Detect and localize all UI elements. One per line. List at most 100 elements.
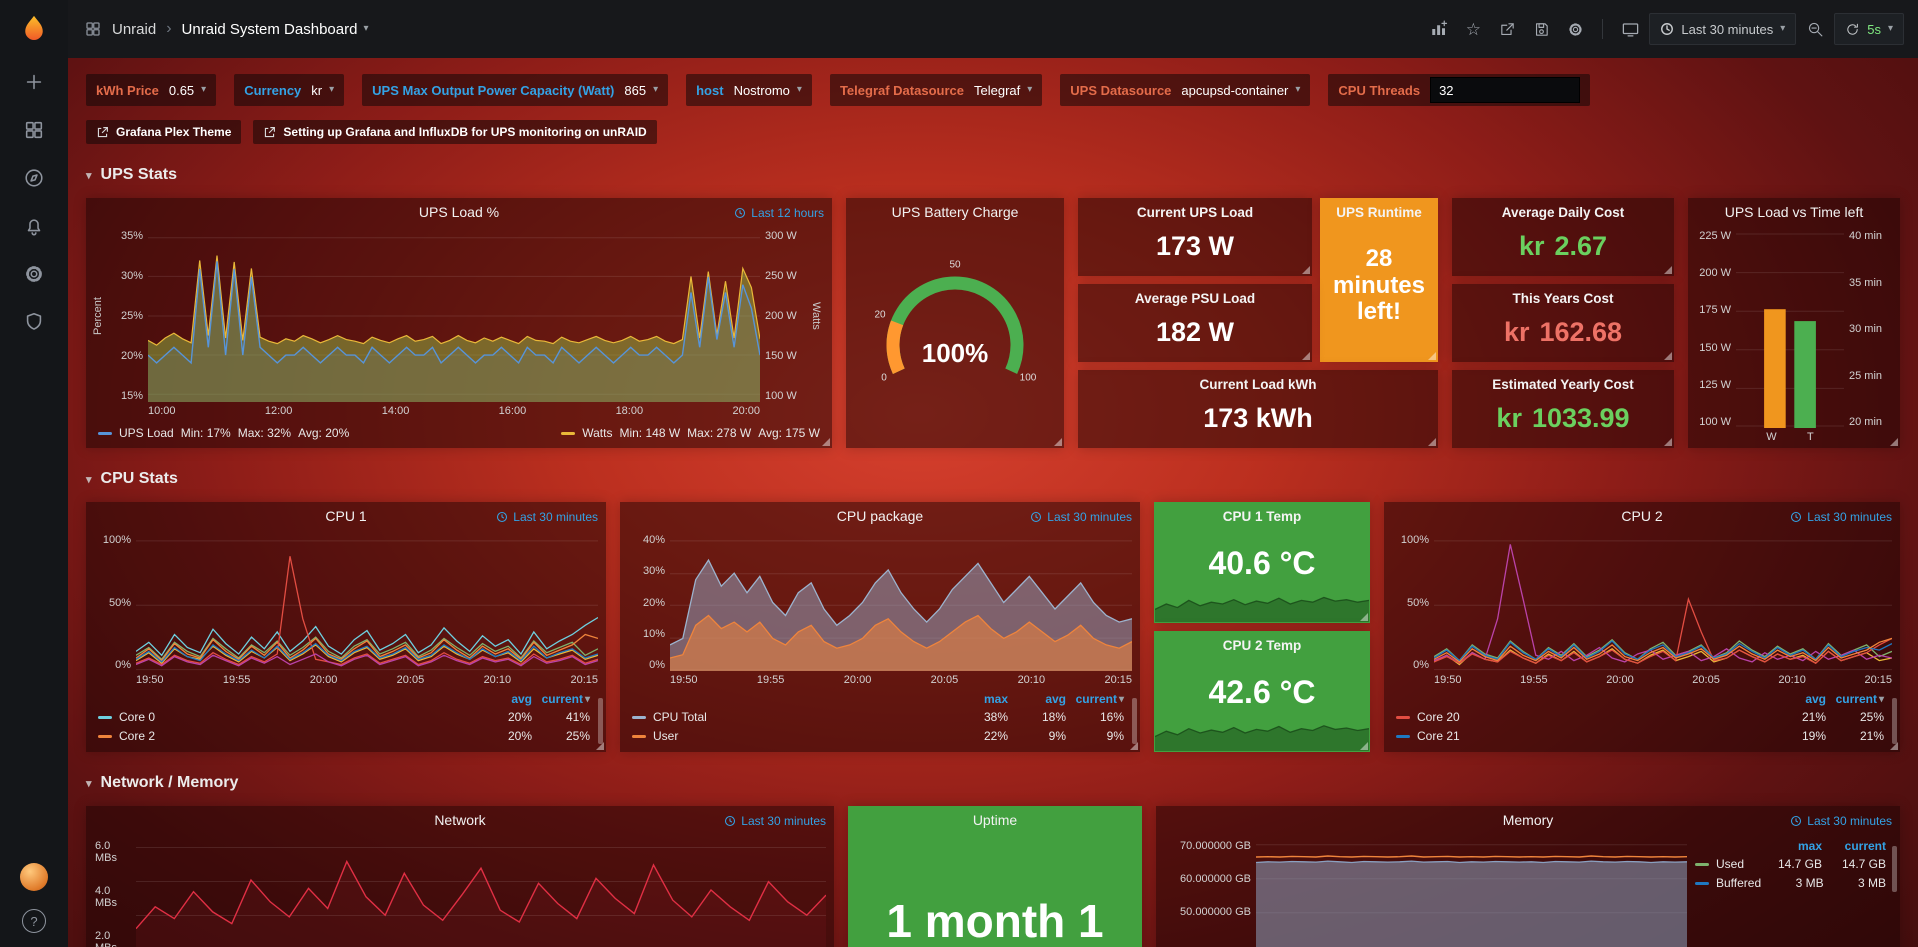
variable-value-dropdown[interactable]: Nostromo ▾ — [734, 83, 802, 98]
section-header-ups-stats[interactable]: ▾ UPS Stats — [86, 166, 1900, 184]
panel-title[interactable]: UPS Runtime — [1336, 205, 1422, 220]
legend-series-toggle[interactable]: User — [632, 727, 950, 746]
panel-header[interactable]: Memory Last 30 minutes — [1156, 806, 1900, 834]
cpu2-plot[interactable] — [1434, 534, 1892, 671]
panel-resize-handle[interactable] — [1302, 352, 1310, 360]
legend-series-toggle[interactable]: Buffered — [1695, 874, 1761, 893]
legend-column-header[interactable]: current — [1844, 839, 1886, 853]
legend-column-header[interactable]: avg — [511, 692, 532, 706]
panel-header[interactable]: CPU 2 Last 30 minutes — [1384, 502, 1900, 530]
panel-resize-handle[interactable] — [1664, 438, 1672, 446]
legend-column-header[interactable]: current ▾ — [1075, 692, 1124, 706]
legend-column-header[interactable]: avg — [1805, 692, 1826, 706]
panel-resize-handle[interactable] — [596, 742, 604, 750]
legend-scrollbar[interactable] — [598, 698, 603, 744]
legend-column-header[interactable]: avg — [1045, 692, 1066, 706]
refresh-picker[interactable]: 5s ▾ — [1834, 13, 1904, 45]
share-dashboard-button[interactable] — [1492, 13, 1522, 45]
save-dashboard-button[interactable] — [1526, 13, 1556, 45]
panel-resize-handle[interactable] — [1360, 613, 1368, 621]
variable-value-dropdown[interactable]: 865 ▾ — [624, 83, 658, 98]
panel-title[interactable]: Average Daily Cost — [1501, 205, 1625, 220]
legend-item-watts[interactable]: Watts Min: 148 W Max: 278 W Avg: 175 W — [561, 426, 820, 440]
legend-scrollbar[interactable] — [1892, 846, 1897, 892]
panel-resize-handle[interactable] — [1054, 438, 1062, 446]
legend-scrollbar[interactable] — [1132, 698, 1137, 744]
panel-header[interactable]: CPU package Last 30 minutes — [620, 502, 1140, 530]
panel-header[interactable]: Network Last 30 minutes — [86, 806, 834, 834]
zoom-out-button[interactable] — [1800, 13, 1830, 45]
cpu1-plot[interactable] — [136, 534, 598, 671]
variable-value-dropdown[interactable]: Telegraf ▾ — [974, 83, 1032, 98]
breadcrumb: Unraid › Unraid System Dashboard ▾ — [84, 20, 368, 38]
sidebar-item-explore[interactable] — [0, 154, 68, 202]
legend-series-toggle[interactable]: Core 20 — [1396, 708, 1768, 727]
link-grafana-plex-theme[interactable]: Grafana Plex Theme — [86, 120, 242, 144]
panel-resize-handle[interactable] — [1664, 266, 1672, 274]
panel-resize-handle[interactable] — [1130, 742, 1138, 750]
panel-header[interactable]: UPS Battery Charge — [846, 198, 1064, 226]
panel-resize-handle[interactable] — [1890, 438, 1898, 446]
legend-series-toggle[interactable]: Core 21 — [1396, 727, 1768, 746]
panel-title[interactable]: Average PSU Load — [1134, 291, 1256, 306]
cycle-view-mode-button[interactable] — [1615, 13, 1645, 45]
variable-value-dropdown[interactable]: apcupsd-container ▾ — [1181, 83, 1300, 98]
x-axis: 19:50 19:55 20:00 20:05 20:10 20:15 — [1434, 671, 1892, 689]
sidebar-item-create[interactable] — [0, 58, 68, 106]
add-panel-button[interactable] — [1424, 13, 1454, 45]
variable-value-dropdown[interactable]: 0.65 ▾ — [169, 83, 206, 98]
legend-series-toggle[interactable]: Used — [1695, 855, 1758, 874]
section-header-network-memory[interactable]: ▾ Network / Memory — [86, 774, 1900, 792]
panel-header[interactable]: CPU 1 Last 30 minutes — [86, 502, 606, 530]
link-ups-monitoring-guide[interactable]: Setting up Grafana and InfluxDB for UPS … — [253, 120, 657, 144]
help-button[interactable]: ? — [22, 909, 46, 933]
x-axis-label: 20:15 — [1104, 674, 1132, 686]
panel-resize-handle[interactable] — [1302, 266, 1310, 274]
panel-title[interactable]: Current UPS Load — [1136, 205, 1254, 220]
panel-header[interactable]: UPS Load % Last 12 hours — [86, 198, 832, 226]
legend-column-header[interactable]: current ▾ — [541, 692, 590, 706]
sidebar-item-server-admin[interactable] — [0, 298, 68, 346]
sidebar-item-dashboards[interactable] — [0, 106, 68, 154]
panel-resize-handle[interactable] — [1428, 438, 1436, 446]
grafana-logo[interactable] — [0, 0, 68, 58]
time-range-picker[interactable]: Last 30 minutes ▾ — [1649, 13, 1797, 45]
user-avatar[interactable] — [20, 863, 48, 891]
panel-resize-handle[interactable] — [1664, 352, 1672, 360]
legend-series-toggle[interactable]: Core 0 — [98, 708, 474, 727]
breadcrumb-folder[interactable]: Unraid — [112, 20, 157, 38]
legend-scrollbar[interactable] — [1892, 698, 1897, 744]
network-plot[interactable] — [136, 838, 826, 947]
panel-title[interactable]: Current Load kWh — [1199, 377, 1317, 392]
legend-series-toggle[interactable]: Core 2 — [98, 727, 474, 746]
dashboard-title-dropdown[interactable]: Unraid System Dashboard ▾ — [182, 21, 369, 38]
panel-title[interactable]: This Years Cost — [1512, 291, 1614, 306]
panel-resize-handle[interactable] — [1428, 352, 1436, 360]
dashboard-settings-button[interactable] — [1560, 13, 1590, 45]
sidebar-item-configuration[interactable] — [0, 250, 68, 298]
y-axis-left: 35% 30% 25% 20% 15% — [106, 230, 148, 402]
legend-column-header[interactable]: max — [983, 692, 1008, 706]
cpu-threads-input[interactable] — [1430, 77, 1581, 103]
panel-header[interactable]: UPS Load vs Time left — [1688, 198, 1900, 226]
panel-title[interactable]: CPU 1 Temp — [1222, 509, 1302, 524]
panel-resize-handle[interactable] — [822, 438, 830, 446]
variable-value-dropdown[interactable]: kr ▾ — [311, 83, 334, 98]
legend-item-ups-load[interactable]: UPS Load Min: 17% Max: 32% Avg: 20% — [98, 426, 349, 440]
panel-header[interactable]: Uptime — [848, 806, 1142, 834]
panel-resize-handle[interactable] — [1360, 742, 1368, 750]
legend-column-header[interactable]: max — [1797, 839, 1822, 853]
legend-column-header[interactable]: current ▾ — [1835, 692, 1884, 706]
cpu-package-plot[interactable] — [670, 534, 1132, 671]
variable-currency: Currency kr ▾ — [234, 74, 345, 106]
legend-series-toggle[interactable]: CPU Total — [632, 708, 950, 727]
memory-plot[interactable] — [1256, 838, 1687, 947]
sidebar-item-alerting[interactable] — [0, 202, 68, 250]
panel-title[interactable]: CPU 2 Temp — [1222, 638, 1302, 653]
ups-load-plot[interactable] — [148, 230, 760, 402]
panel-title[interactable]: Estimated Yearly Cost — [1492, 377, 1634, 392]
bar-plot[interactable] — [1736, 230, 1844, 428]
section-header-cpu-stats[interactable]: ▾ CPU Stats — [86, 470, 1900, 488]
star-dashboard-button[interactable]: ☆ — [1458, 13, 1488, 45]
panel-resize-handle[interactable] — [1890, 742, 1898, 750]
